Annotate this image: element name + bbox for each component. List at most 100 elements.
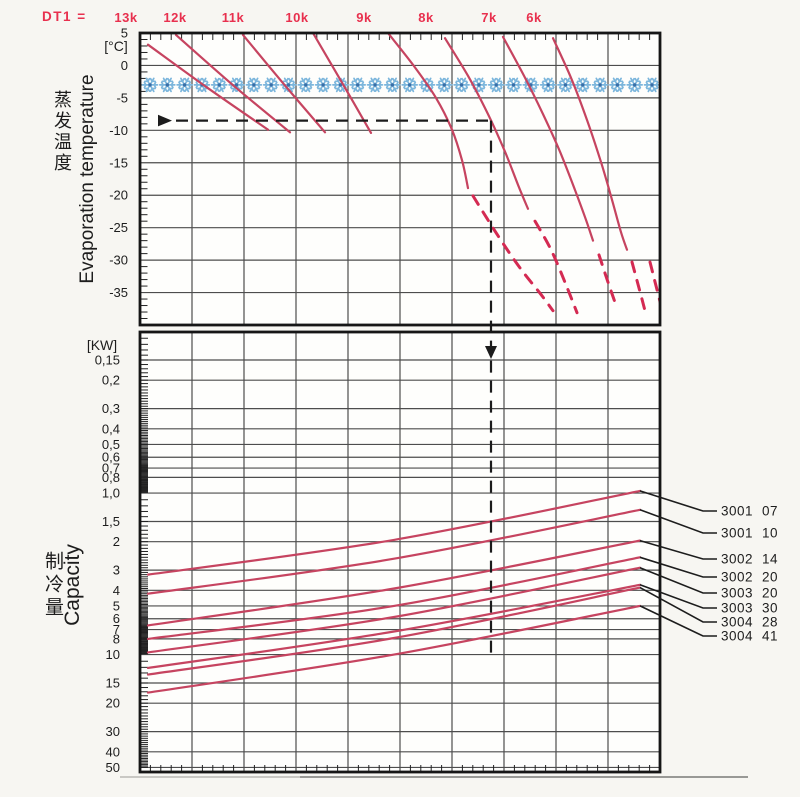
celsius-tick-label: -25: [109, 220, 128, 235]
snowflake-core-dot: [304, 83, 308, 87]
dt-tick-label-12k: 12k: [163, 10, 186, 25]
kw-tick-label: 50: [106, 760, 120, 775]
snowflake-icon: [383, 77, 401, 93]
kw-tick-label: 1,5: [102, 514, 120, 529]
leader-line-3003-20: [639, 566, 717, 594]
capacity-curve-3002-14: [146, 539, 642, 627]
snowflake-core-dot: [546, 83, 550, 87]
kw-tick-label: 0,5: [102, 437, 120, 452]
leader-line-3001-10: [639, 509, 717, 534]
dt-tick-label-7k: 7k: [481, 10, 497, 25]
dt-tick-label-8k: 8k: [418, 10, 434, 25]
snowflake-core-dot: [217, 83, 221, 87]
kw-tick-label: 0,2: [102, 373, 120, 388]
snowflake-core-dot: [148, 83, 152, 87]
model-label-3004-41: 3004 41: [721, 629, 778, 644]
kw-tick-label: 0,3: [102, 401, 120, 416]
snowflake-icon: [574, 77, 592, 93]
kw-tick-label: 7: [113, 622, 120, 637]
snowflake-core-dot: [581, 83, 585, 87]
snowflake-core-dot: [407, 83, 412, 87]
snowflake-icon: [141, 77, 159, 93]
snowflake-icon: [176, 77, 193, 93]
snowflake-icon: [453, 77, 470, 93]
capacity-curve-3001-10: [146, 508, 642, 595]
snowflake-core-dot: [321, 83, 325, 87]
kw-tick-label: 40: [106, 744, 120, 759]
dt-curve-6k-extrapolated: [630, 260, 647, 313]
model-label-3002-20: 3002 20: [721, 570, 778, 585]
dt-tick-label-11k: 11k: [222, 10, 245, 25]
snowflake-icon: [539, 77, 557, 93]
kw-tick-label: 6: [113, 611, 120, 626]
snowflake-core-dot: [373, 83, 377, 87]
guide-arrow-down-icon: [485, 346, 497, 359]
snowflake-core-dot: [615, 83, 620, 87]
dt1-axis-prefix: DT1 =: [42, 9, 87, 24]
dt-tick-label-9k: 9k: [356, 10, 372, 25]
capacity-curves: [146, 489, 642, 694]
guide-dashed-lines: [158, 114, 497, 658]
snowflake-core-dot: [356, 83, 360, 87]
snowflake-core-dot: [477, 83, 481, 87]
kw-tick-label: 4: [113, 583, 120, 598]
model-label-3001-07: 3001 07: [721, 504, 778, 519]
snowflake-core-dot: [390, 83, 395, 87]
dt-curve-9k-extrapolated: [471, 194, 555, 313]
dt-curve-10k: [311, 33, 373, 134]
snowflake-icon: [487, 77, 505, 93]
capacity-curve-3001-07: [146, 489, 642, 576]
snowflake-icon: [366, 77, 384, 93]
model-label-3002-14: 3002 14: [721, 552, 778, 567]
celsius-tick-label: -10: [109, 123, 128, 138]
snowflake-icon: [158, 77, 176, 93]
dt-tick-label-10k: 10k: [285, 10, 308, 25]
gridlines: [140, 33, 660, 772]
dt-curve-6k: [551, 37, 629, 251]
celsius-tick-label: 0: [121, 58, 128, 73]
evaporation-temperature-label-cn: 蒸发温度: [52, 90, 72, 174]
celsius-tick-labels: 5 0 -5 -10 -15 -20 -25 -30 -35: [109, 26, 128, 301]
kw-tick-label: 0,7: [102, 461, 120, 476]
celsius-tick-label: -5: [116, 90, 128, 105]
snowflake-core-dot: [459, 83, 464, 87]
celsius-unit-label: [°C]: [104, 38, 128, 54]
snowflake-icon: [626, 77, 644, 93]
kw-tick-label: 20: [106, 696, 120, 711]
evaporation-panel-frame: [138, 31, 662, 327]
leader-line-3004-41: [639, 605, 717, 637]
snowflake-icon: [643, 77, 661, 93]
kw-tick-label: 15: [106, 676, 120, 691]
snowflake-icon: [349, 77, 367, 93]
kw-tick-labels: 0,15 0,2 0,3 0,40,50,60,70,81,0 1,5 2 3 4567810…: [95, 353, 120, 775]
kw-tick-label: 3: [113, 563, 120, 578]
celsius-tick-label: -30: [109, 253, 128, 268]
capacity-curve-3003-30: [146, 583, 642, 670]
leader-line-3002-20: [639, 556, 717, 578]
snowflake-core-dot: [494, 83, 498, 87]
kw-tick-label: 0,4: [102, 421, 120, 436]
celsius-tick-label: -15: [109, 155, 128, 170]
leader-line-3004-28: [639, 586, 717, 623]
dt-axis-tick-labels: 13k 12k 11k 10k 9k 8k 7k 6k: [114, 10, 541, 25]
guide-arrow-right-icon: [158, 114, 172, 127]
snowflake-icon: [314, 77, 332, 93]
snowflake-core-dot: [182, 83, 187, 87]
dt-curve-7k: [501, 35, 595, 242]
snowflake-core-dot: [269, 83, 273, 87]
celsius-tick-label: -20: [109, 188, 128, 203]
kw-tick-label: 1,0: [102, 486, 120, 501]
capacity-curve-3004-41: [146, 604, 642, 694]
snowflake-icon: [435, 77, 453, 93]
kw-tick-label: 8: [113, 631, 120, 646]
snowflake-icon: [522, 77, 540, 93]
leader-line-3003-30: [639, 584, 717, 609]
kw-tick-label: 0,15: [95, 353, 120, 368]
snowflake-core-dot: [632, 83, 637, 87]
model-label-3001-10: 3001 10: [721, 526, 778, 541]
model-label-3004-28: 3004 28: [721, 615, 778, 630]
capacity-label-cn: 制冷量: [42, 551, 63, 620]
kw-tick-label: 10: [106, 647, 120, 662]
snowflake-core-dot: [511, 83, 516, 87]
